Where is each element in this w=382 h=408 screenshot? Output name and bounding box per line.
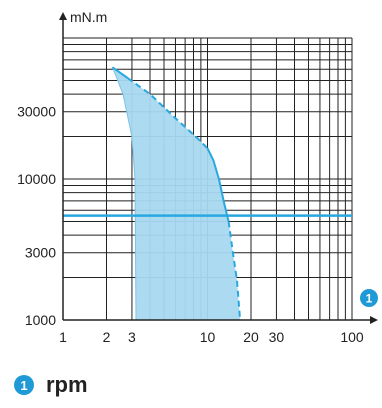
region-left-edge [112, 67, 137, 321]
x-tick-label: 30 [269, 329, 285, 345]
torque-speed-chart: 1 2 3 10 20 30 100 1000 3000 10000 30000 mN.m 1 [17, 9, 378, 345]
y-axis-unit: mN.m [70, 9, 107, 25]
legend-label: rpm [46, 372, 88, 397]
legend-marker-badge: 1 [14, 375, 34, 395]
x-axis-marker-number: 1 [366, 292, 373, 306]
y-tick-label: 3000 [25, 245, 56, 261]
x-axis-marker-badge: 1 [360, 289, 378, 307]
legend: 1 rpm [14, 372, 88, 398]
axes [59, 12, 378, 324]
y-axis-arrow [59, 12, 67, 20]
boundary-right-dashed [227, 221, 242, 321]
x-tick-label: 10 [200, 329, 216, 345]
x-tick-label: 2 [103, 329, 111, 345]
x-tick-label: 3 [128, 329, 136, 345]
x-tick-label: 1 [59, 329, 67, 345]
y-tick-label: 10000 [17, 171, 56, 187]
boundary-upper-dashed [127, 77, 209, 150]
y-tick-label: 30000 [17, 104, 56, 120]
tick-labels: 1 2 3 10 20 30 100 1000 3000 10000 30000 [17, 104, 364, 345]
y-tick-label: 1000 [25, 312, 56, 328]
x-tick-label: 100 [340, 329, 364, 345]
boundary-upper-solid [111, 66, 129, 79]
boundary-right-solid [206, 147, 230, 222]
operating-area-fill [112, 67, 241, 320]
x-tick-label: 20 [243, 329, 259, 345]
x-axis-arrow [370, 316, 378, 324]
operating-area [111, 66, 242, 321]
